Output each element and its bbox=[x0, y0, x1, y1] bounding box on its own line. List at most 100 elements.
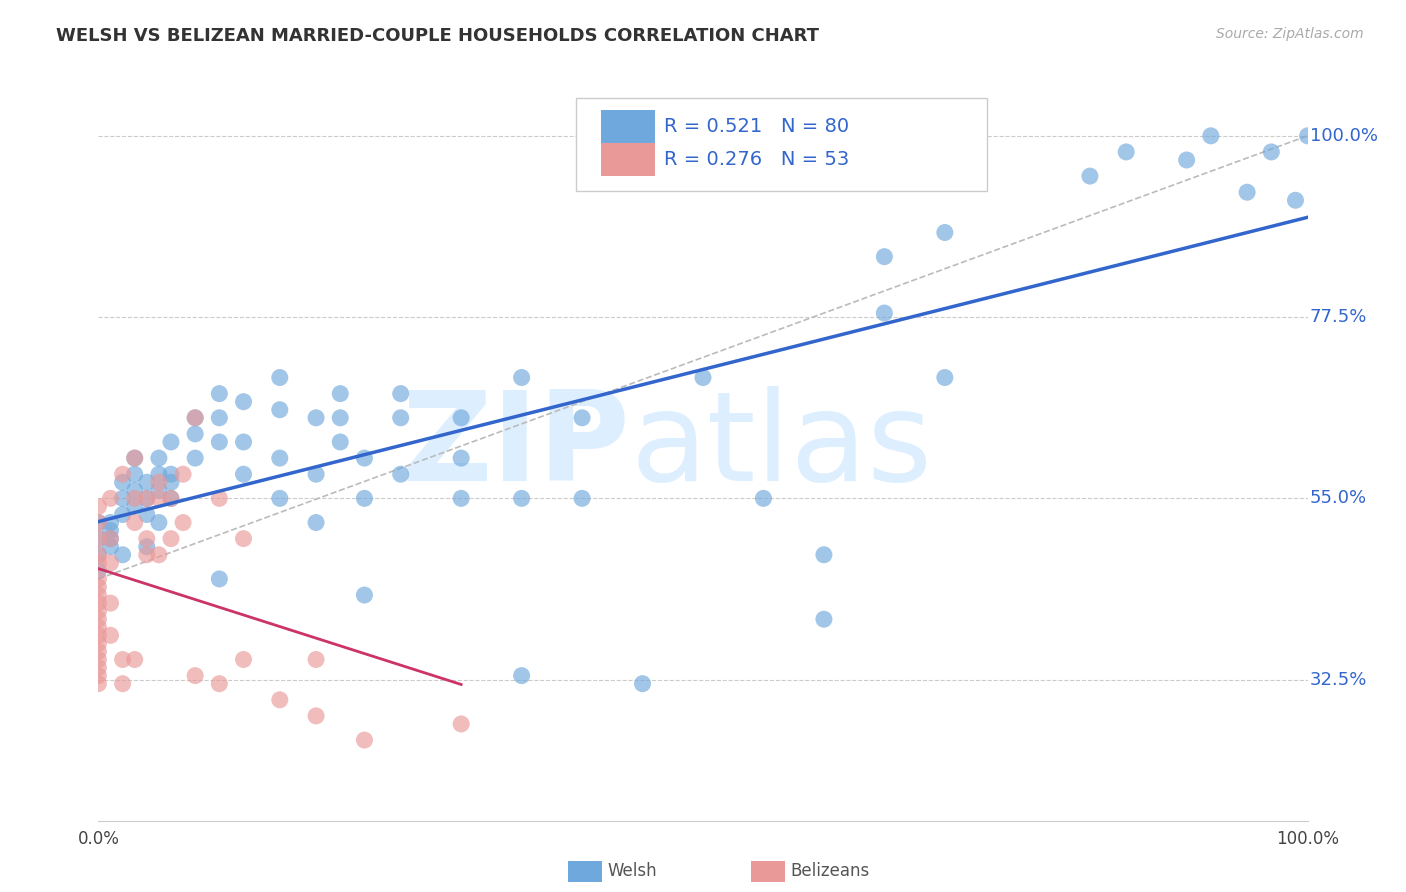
Text: 55.0%: 55.0% bbox=[1310, 490, 1367, 508]
Text: Source: ZipAtlas.com: Source: ZipAtlas.com bbox=[1216, 27, 1364, 41]
Point bbox=[269, 451, 291, 466]
Point bbox=[135, 491, 157, 506]
Point bbox=[873, 306, 896, 320]
Point bbox=[100, 556, 122, 570]
Point bbox=[160, 491, 183, 506]
Point bbox=[100, 596, 122, 610]
Point bbox=[1199, 128, 1222, 143]
Point bbox=[269, 402, 291, 417]
Point bbox=[135, 491, 157, 506]
Point bbox=[111, 467, 134, 482]
Point bbox=[111, 676, 134, 690]
Point bbox=[111, 491, 134, 506]
FancyBboxPatch shape bbox=[576, 97, 987, 191]
Point bbox=[87, 572, 110, 586]
Point bbox=[172, 516, 194, 530]
Point bbox=[135, 532, 157, 546]
Point bbox=[571, 410, 593, 425]
Text: WELSH VS BELIZEAN MARRIED-COUPLE HOUSEHOLDS CORRELATION CHART: WELSH VS BELIZEAN MARRIED-COUPLE HOUSEHO… bbox=[56, 27, 820, 45]
Point bbox=[111, 508, 134, 522]
Point bbox=[111, 652, 134, 666]
Point bbox=[87, 660, 110, 674]
Point bbox=[353, 491, 375, 506]
Text: 32.5%: 32.5% bbox=[1310, 671, 1368, 689]
Point bbox=[305, 410, 328, 425]
Point bbox=[1115, 145, 1137, 159]
Text: 100.0%: 100.0% bbox=[1310, 127, 1378, 145]
Point bbox=[87, 500, 110, 514]
Point bbox=[450, 491, 472, 506]
Point bbox=[87, 588, 110, 602]
Point bbox=[87, 620, 110, 634]
Point bbox=[208, 676, 231, 690]
Point bbox=[87, 532, 110, 546]
Point bbox=[184, 410, 207, 425]
Point bbox=[813, 548, 835, 562]
Point bbox=[87, 556, 110, 570]
Point bbox=[450, 717, 472, 731]
Point bbox=[111, 475, 134, 490]
Point bbox=[389, 386, 412, 401]
Point bbox=[124, 451, 146, 466]
Point bbox=[208, 572, 231, 586]
Text: ZIP: ZIP bbox=[402, 385, 630, 507]
Point bbox=[232, 532, 254, 546]
Point bbox=[87, 564, 110, 578]
Point bbox=[813, 612, 835, 626]
Point bbox=[87, 516, 110, 530]
Point bbox=[353, 588, 375, 602]
Point bbox=[305, 652, 328, 666]
Point bbox=[571, 491, 593, 506]
Text: R = 0.276   N = 53: R = 0.276 N = 53 bbox=[664, 150, 849, 169]
Point bbox=[510, 370, 533, 384]
Point bbox=[353, 451, 375, 466]
Point bbox=[124, 483, 146, 498]
Point bbox=[100, 532, 122, 546]
Point bbox=[87, 532, 110, 546]
Point bbox=[87, 604, 110, 618]
Point bbox=[269, 491, 291, 506]
Point bbox=[305, 467, 328, 482]
Point bbox=[208, 410, 231, 425]
Point bbox=[148, 483, 170, 498]
Point bbox=[148, 467, 170, 482]
Point bbox=[87, 516, 110, 530]
Point bbox=[124, 500, 146, 514]
Point bbox=[160, 491, 183, 506]
Text: 77.5%: 77.5% bbox=[1310, 308, 1368, 326]
Point bbox=[100, 524, 122, 538]
Point bbox=[87, 636, 110, 650]
Point bbox=[232, 652, 254, 666]
Point bbox=[124, 516, 146, 530]
Point bbox=[87, 628, 110, 642]
Point bbox=[100, 491, 122, 506]
Point bbox=[329, 434, 352, 449]
FancyBboxPatch shape bbox=[602, 110, 655, 143]
Point bbox=[148, 475, 170, 490]
Point bbox=[87, 548, 110, 562]
Point bbox=[87, 644, 110, 658]
Point bbox=[87, 676, 110, 690]
Point bbox=[934, 370, 956, 384]
FancyBboxPatch shape bbox=[602, 143, 655, 176]
Point bbox=[873, 250, 896, 264]
Point bbox=[269, 693, 291, 707]
Point bbox=[232, 394, 254, 409]
Point bbox=[934, 226, 956, 240]
Point bbox=[87, 580, 110, 594]
Point bbox=[1284, 194, 1306, 208]
Point bbox=[305, 516, 328, 530]
Point bbox=[100, 516, 122, 530]
Point bbox=[160, 467, 183, 482]
Point bbox=[135, 508, 157, 522]
Point bbox=[450, 451, 472, 466]
Point bbox=[87, 548, 110, 562]
Point bbox=[100, 628, 122, 642]
Point bbox=[172, 467, 194, 482]
Point bbox=[184, 410, 207, 425]
Point bbox=[184, 451, 207, 466]
Point bbox=[100, 540, 122, 554]
Point bbox=[305, 709, 328, 723]
Point bbox=[160, 532, 183, 546]
Point bbox=[389, 410, 412, 425]
